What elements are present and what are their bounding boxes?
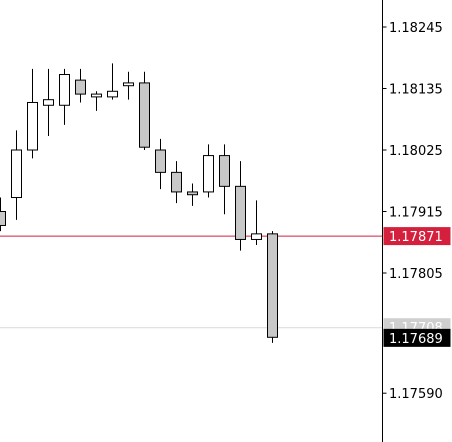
price-axis: 1.18245 1.18135 1.18025 1.17915 1.17805 1.175…: [382, 21, 443, 402]
candle-body: [75, 79, 86, 95]
candle: [155, 138, 166, 190]
candle-body: [11, 149, 22, 199]
candle: [203, 144, 214, 198]
candle: [59, 68, 70, 125]
candle: [139, 71, 150, 150]
candle: [251, 200, 262, 246]
candle-body: [107, 90, 118, 98]
candle-body: [43, 99, 54, 106]
plot-area: [0, 63, 383, 343]
candle: [187, 183, 198, 206]
candle: [123, 71, 134, 100]
candle-body: [59, 74, 70, 106]
candle: [235, 161, 246, 251]
price-tick-label: 1.18245: [389, 21, 443, 36]
candle-body: [0, 211, 6, 226]
candle: [107, 63, 118, 100]
bid-marker: 1.17689: [383, 328, 451, 347]
candle-body: [267, 233, 278, 338]
price-tick-label: 1.17915: [389, 206, 443, 221]
price-tick-label: 1.17590: [389, 387, 443, 402]
candle-body: [27, 101, 38, 151]
candle-body: [203, 155, 214, 193]
price-tick-label: 1.18025: [389, 144, 443, 159]
candle: [91, 91, 102, 111]
candle: [43, 68, 54, 137]
candle-body: [139, 82, 150, 148]
candle-body: [91, 93, 102, 98]
candle-body: [219, 155, 230, 187]
current_price-marker-label: 1.17871: [389, 230, 443, 245]
candle: [267, 231, 278, 343]
candle-body: [171, 171, 182, 193]
bid-marker-label: 1.17689: [389, 332, 443, 347]
candle-body: [187, 191, 198, 196]
current_price-marker-box: [383, 227, 451, 246]
candle: [171, 161, 182, 204]
candle: [0, 197, 6, 232]
candle: [219, 144, 230, 215]
price-tick-label: 1.18135: [389, 83, 443, 98]
candle-body: [123, 82, 134, 87]
candle-body: [155, 149, 166, 173]
candle: [27, 68, 38, 159]
price-tick-label: 1.17805: [389, 267, 443, 282]
current_price-marker: 1.17871: [383, 227, 451, 246]
candle-body: [251, 233, 262, 240]
candle: [11, 130, 22, 220]
candle-body: [235, 185, 246, 240]
bid-marker-box: [383, 328, 451, 347]
candle: [75, 68, 86, 103]
